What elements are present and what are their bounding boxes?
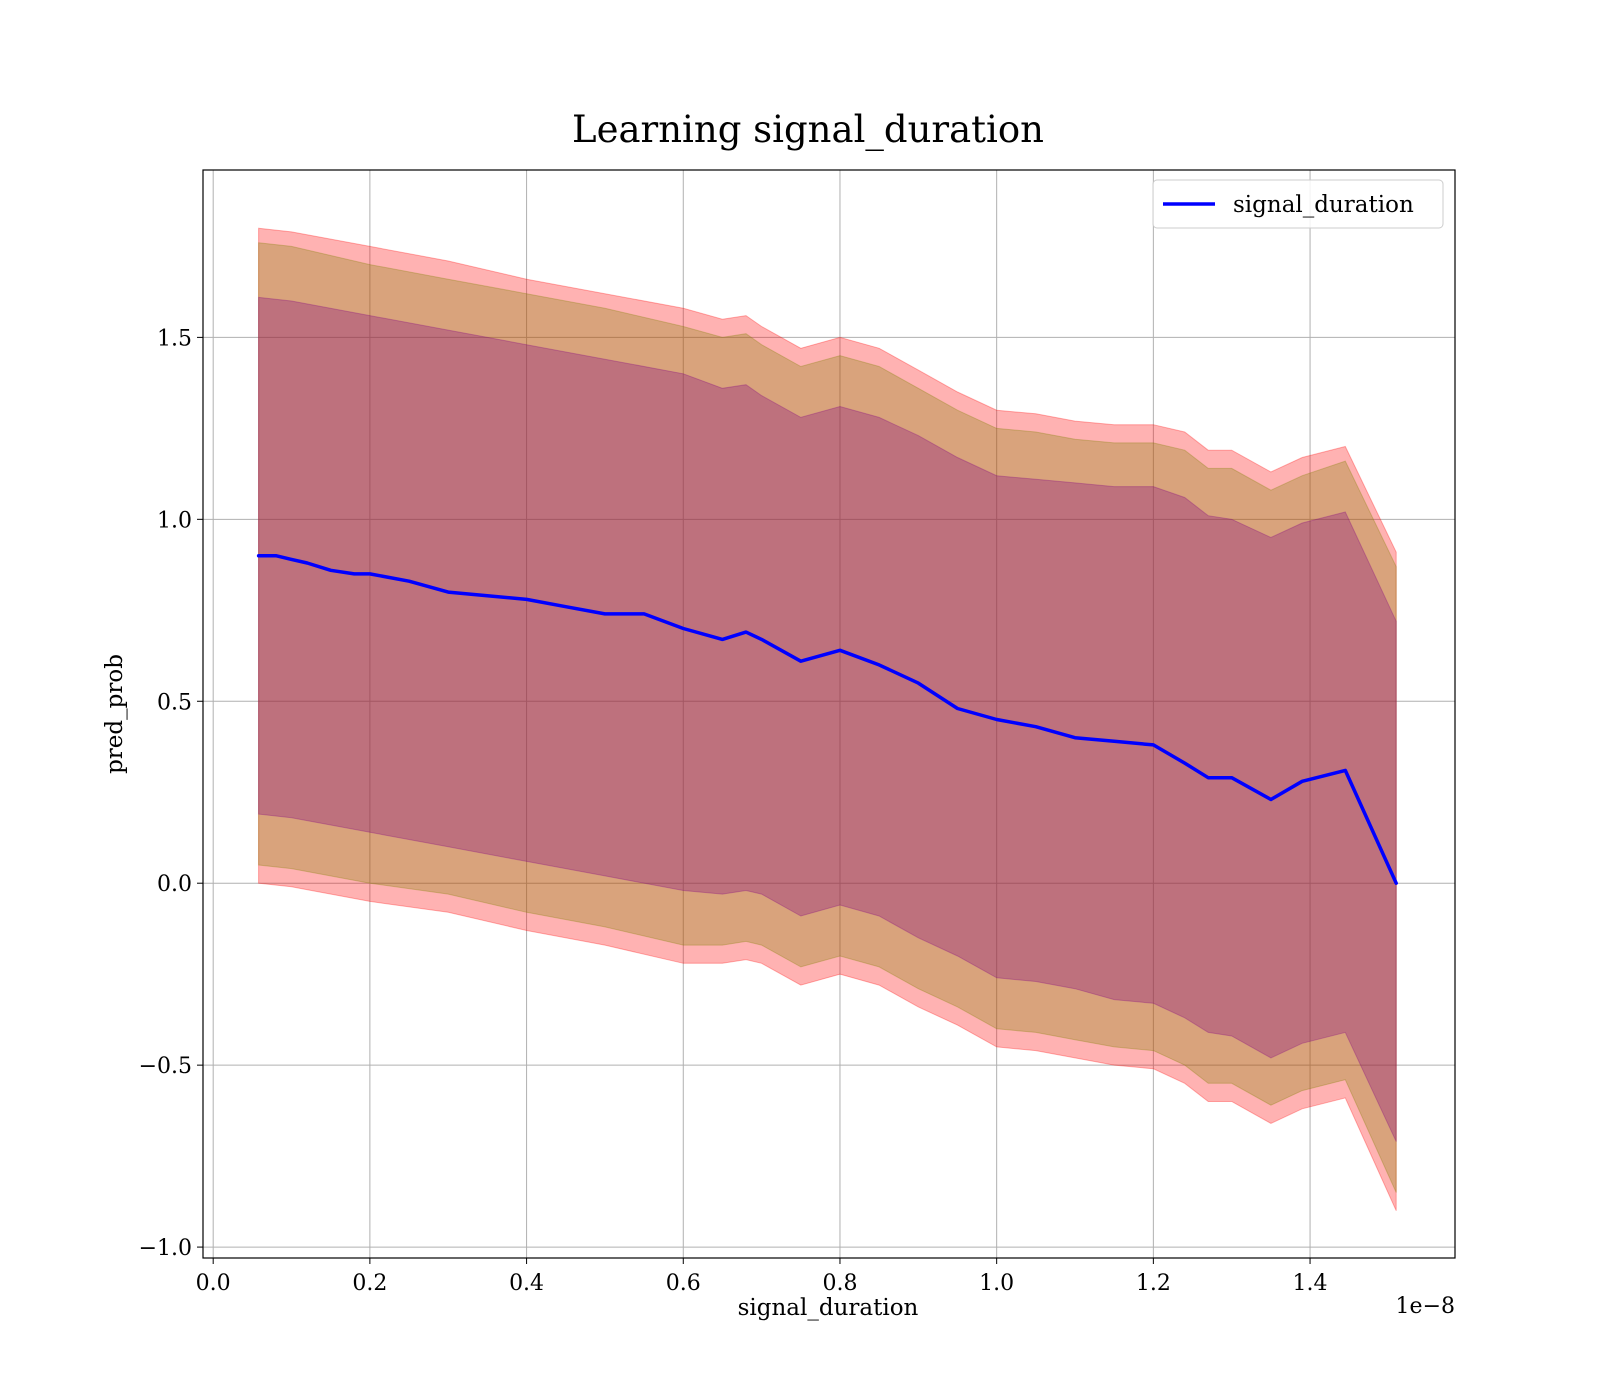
x-axis-ticks: 0.0 0.2 0.4 0.6 0.8 1.0 1.2 1.4 xyxy=(196,1258,1328,1296)
x-tick-label: 1.2 xyxy=(1136,1271,1171,1296)
y-tick-label: 1.5 xyxy=(157,326,192,351)
series-line-1 xyxy=(256,553,1398,885)
confidence-band-3 xyxy=(258,296,1397,1142)
x-tick-label: 0.6 xyxy=(666,1271,701,1296)
y-axis-ticks: −1.0 −0.5 0.0 0.5 1.0 1.5 xyxy=(139,326,203,1261)
x-tick-label: 1.4 xyxy=(1293,1271,1328,1296)
confidence-band-2 xyxy=(258,242,1397,1193)
y-tick-label: 0.5 xyxy=(157,690,192,715)
legend-label: signal_duration xyxy=(1233,192,1414,218)
x-axis-label: signal_duration xyxy=(738,1295,919,1321)
y-tick-label: 1.0 xyxy=(157,508,192,533)
chart-title: Learning signal_duration xyxy=(572,108,1044,152)
x-axis-offset-label: 1e−8 xyxy=(1396,1294,1455,1319)
x-tick-label: 0.4 xyxy=(509,1271,544,1296)
x-tick-label: 1.0 xyxy=(979,1271,1014,1296)
x-tick-label: 0.2 xyxy=(352,1271,387,1296)
y-tick-label: 0.0 xyxy=(157,872,192,897)
confidence-band-1 xyxy=(258,227,1397,1211)
plot-background xyxy=(203,170,1455,1258)
x-tick-label: 0.0 xyxy=(196,1271,231,1296)
plot-frame xyxy=(202,169,1456,1259)
confidence-bands xyxy=(258,227,1397,1211)
y-tick-label: −1.0 xyxy=(139,1236,192,1261)
series-lines xyxy=(256,553,1398,885)
legend-box xyxy=(1152,179,1444,229)
x-tick-label: 0.8 xyxy=(822,1271,857,1296)
legend: signal_duration xyxy=(1152,179,1444,229)
grid xyxy=(203,170,1455,1258)
plot-area: 0.0 0.2 0.4 0.6 0.8 1.0 1.2 1.4 −1.0 −0.5 0.0 0.5 1… xyxy=(139,169,1456,1296)
y-axis-label: pred_prob xyxy=(102,654,128,774)
y-tick-label: −0.5 xyxy=(139,1054,192,1079)
